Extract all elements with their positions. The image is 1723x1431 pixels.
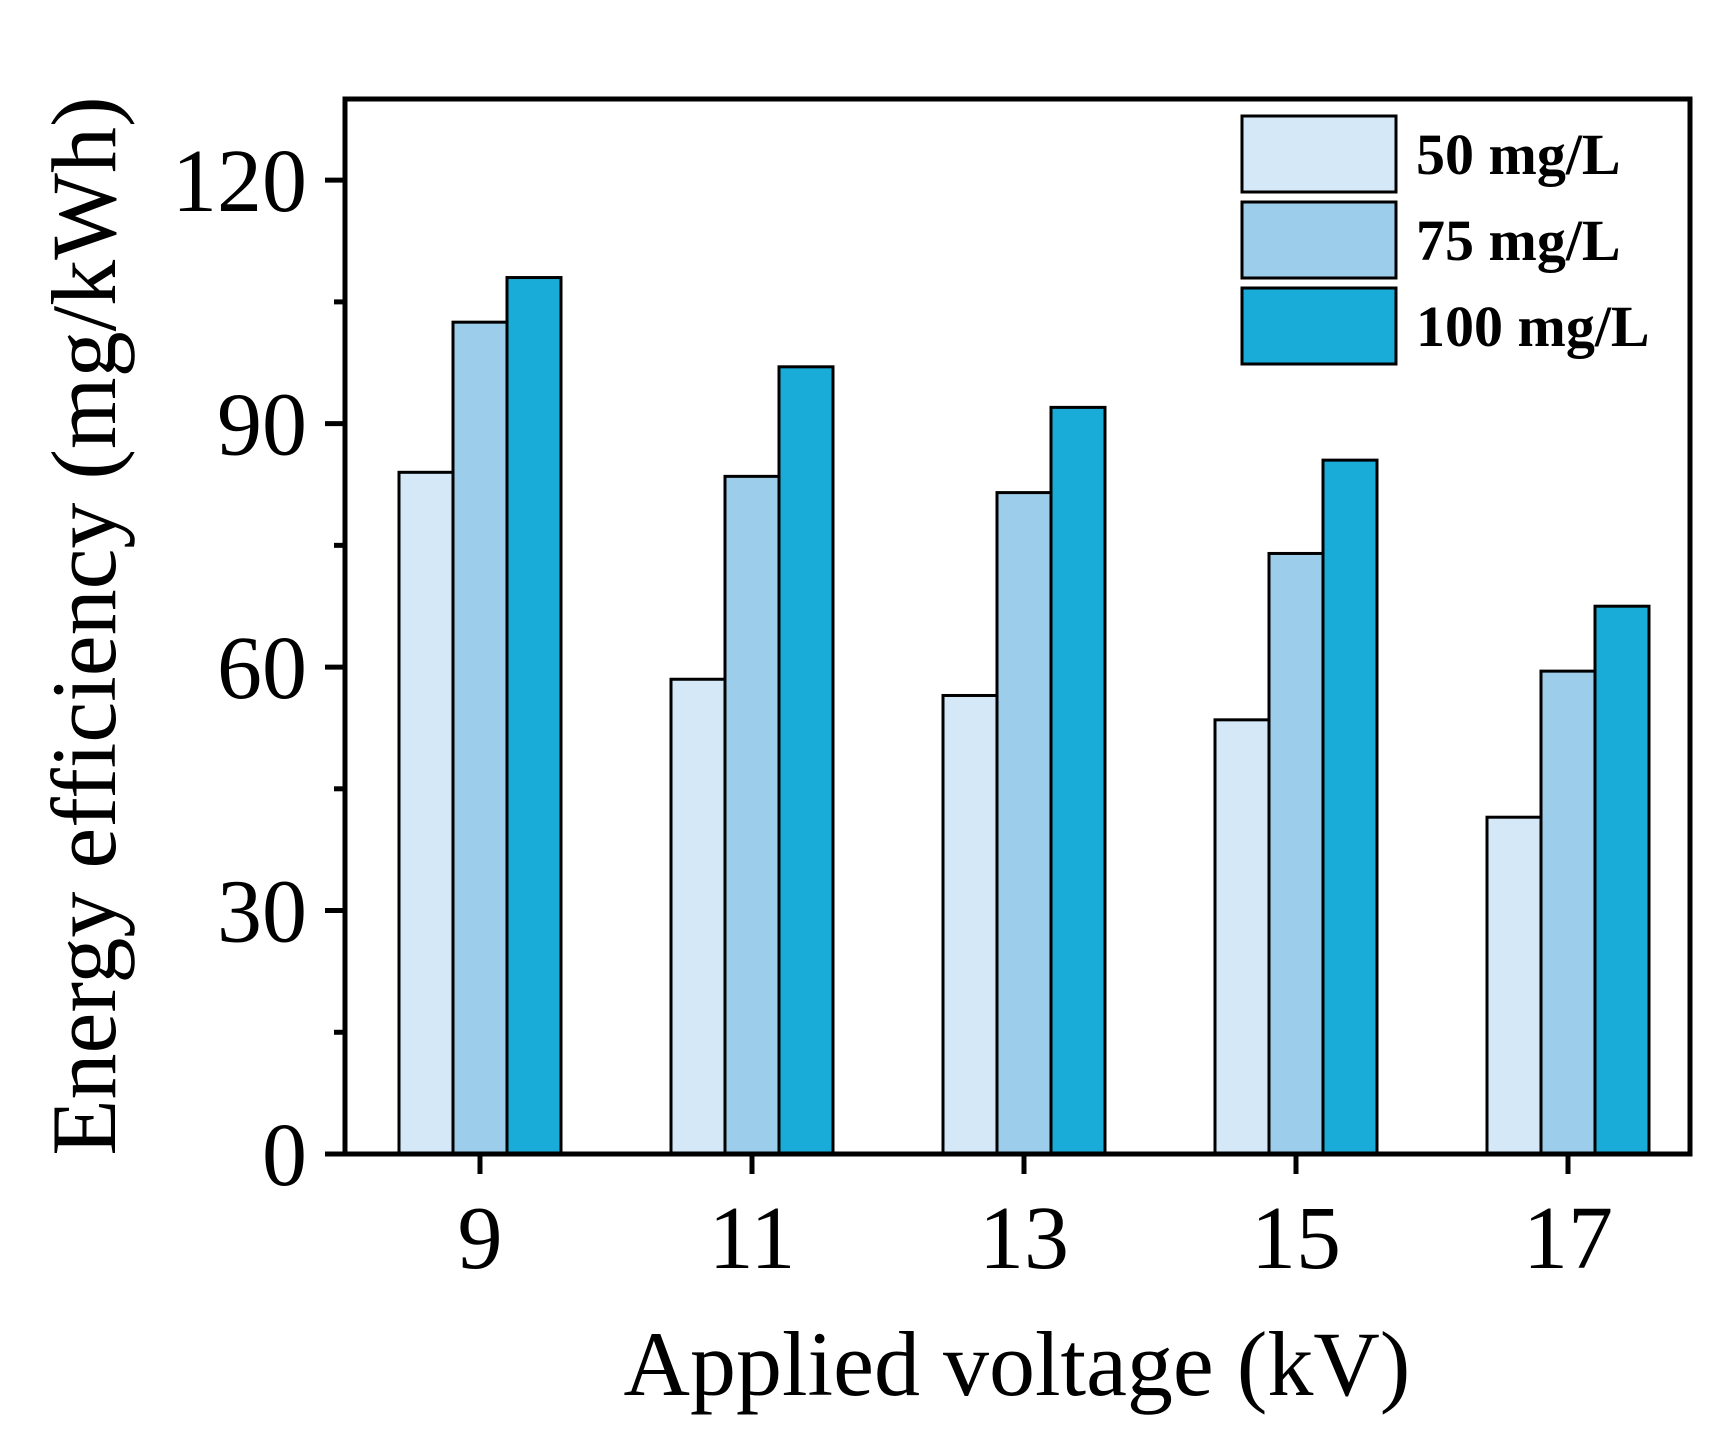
y-tick-label: 0 xyxy=(262,1106,307,1205)
legend-label-0: 50 mg/L xyxy=(1416,122,1621,187)
bars-layer xyxy=(397,276,1651,1156)
bar-50-mg-l-13 xyxy=(941,693,999,1156)
bar-75-mg-l-17 xyxy=(1539,669,1597,1156)
bar-50-mg-l-9 xyxy=(397,470,455,1156)
bar-75-mg-l-15 xyxy=(1267,551,1325,1156)
bar-50-mg-l-15 xyxy=(1213,718,1271,1156)
bar-100-mg-l-13 xyxy=(1049,405,1107,1156)
bar-50-mg-l-11 xyxy=(669,677,727,1156)
y-tick-label: 60 xyxy=(217,619,307,718)
legend: 50 mg/L 75 mg/L 100 mg/L xyxy=(1240,114,1650,366)
x-tick-label: 13 xyxy=(979,1189,1069,1288)
plot-frame xyxy=(342,96,1693,1157)
y-tick-label: 30 xyxy=(217,863,307,962)
legend-label-2: 100 mg/L xyxy=(1416,294,1650,359)
bar-100-mg-l-17 xyxy=(1593,604,1651,1156)
y-tick-label: 90 xyxy=(217,376,307,475)
x-tick-label: 17 xyxy=(1523,1189,1613,1288)
bar-100-mg-l-11 xyxy=(777,365,835,1156)
bar-100-mg-l-15 xyxy=(1321,458,1379,1156)
bar-75-mg-l-13 xyxy=(995,491,1053,1156)
y-tick-label: 120 xyxy=(172,132,307,231)
bar-50-mg-l-17 xyxy=(1485,815,1543,1156)
bar-75-mg-l-9 xyxy=(451,320,509,1156)
legend-swatch-2 xyxy=(1240,286,1398,366)
legend-label-1: 75 mg/L xyxy=(1416,208,1621,273)
legend-swatch-0 xyxy=(1240,114,1398,194)
legend-swatch-1 xyxy=(1240,200,1398,280)
x-axis-title: Applied voltage (kV) xyxy=(624,1313,1411,1415)
ticks-layer: 0 30 60 90 120 9 11 13 15 17 xyxy=(172,132,1613,1288)
x-tick-label: 15 xyxy=(1251,1189,1341,1288)
bar-100-mg-l-9 xyxy=(505,276,563,1156)
y-axis-title: Energy efficiency (mg/kWh) xyxy=(33,96,135,1155)
x-tick-label: 9 xyxy=(458,1189,503,1288)
x-tick-label: 11 xyxy=(709,1189,796,1288)
bar-75-mg-l-11 xyxy=(723,474,781,1156)
